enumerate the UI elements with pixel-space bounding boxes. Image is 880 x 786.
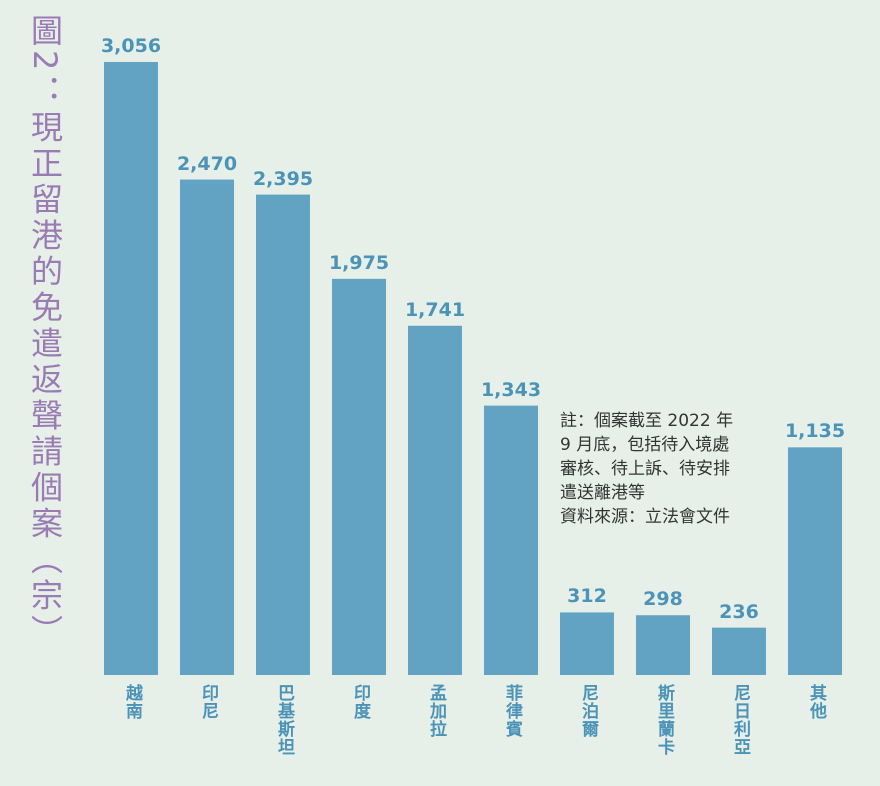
chart-title: 圖2：現正留港的免遣返聲請個案（宗）	[26, 14, 64, 651]
bar	[712, 627, 766, 675]
note-line: 資料來源：立法會文件	[560, 507, 730, 527]
bar	[788, 447, 842, 675]
x-tick-label: 印尼	[198, 684, 218, 720]
bar	[104, 62, 158, 675]
x-tick-label: 尼泊爾	[578, 684, 598, 738]
value-label: 1,343	[480, 378, 542, 401]
x-tick-label: 印度	[350, 684, 370, 720]
x-tick-label: 菲律賓	[502, 684, 522, 738]
x-tick-label: 巴基斯坦	[274, 684, 294, 756]
note-line: 審核、待上訴、待安排	[560, 459, 730, 479]
note-line: 9 月底，包括待入境處	[560, 435, 730, 455]
bar	[560, 612, 614, 675]
bar	[180, 179, 234, 675]
value-label: 3,056	[100, 35, 162, 57]
note-line: 遣送離港等	[560, 483, 645, 503]
bar	[484, 405, 538, 675]
value-label: 236	[719, 600, 759, 623]
bar	[256, 194, 310, 675]
value-label: 1,975	[328, 251, 390, 274]
x-tick-label: 越南	[122, 684, 142, 720]
bar	[636, 615, 690, 675]
x-tick-label: 其他	[806, 684, 826, 720]
x-tick-label: 斯里蘭卡	[654, 684, 674, 756]
x-tick-label: 尼日利亞	[730, 684, 750, 756]
note-line: 註：個案截至 2022 年	[560, 411, 734, 431]
value-label: 1,741	[404, 298, 466, 321]
value-label: 1,135	[784, 420, 846, 443]
bar	[332, 278, 386, 675]
value-label: 2,395	[252, 167, 314, 190]
x-tick-label: 孟加拉	[426, 684, 446, 738]
bar	[408, 325, 462, 675]
value-label: 298	[643, 588, 683, 611]
value-label: 2,470	[176, 152, 238, 175]
value-label: 312	[567, 585, 607, 608]
